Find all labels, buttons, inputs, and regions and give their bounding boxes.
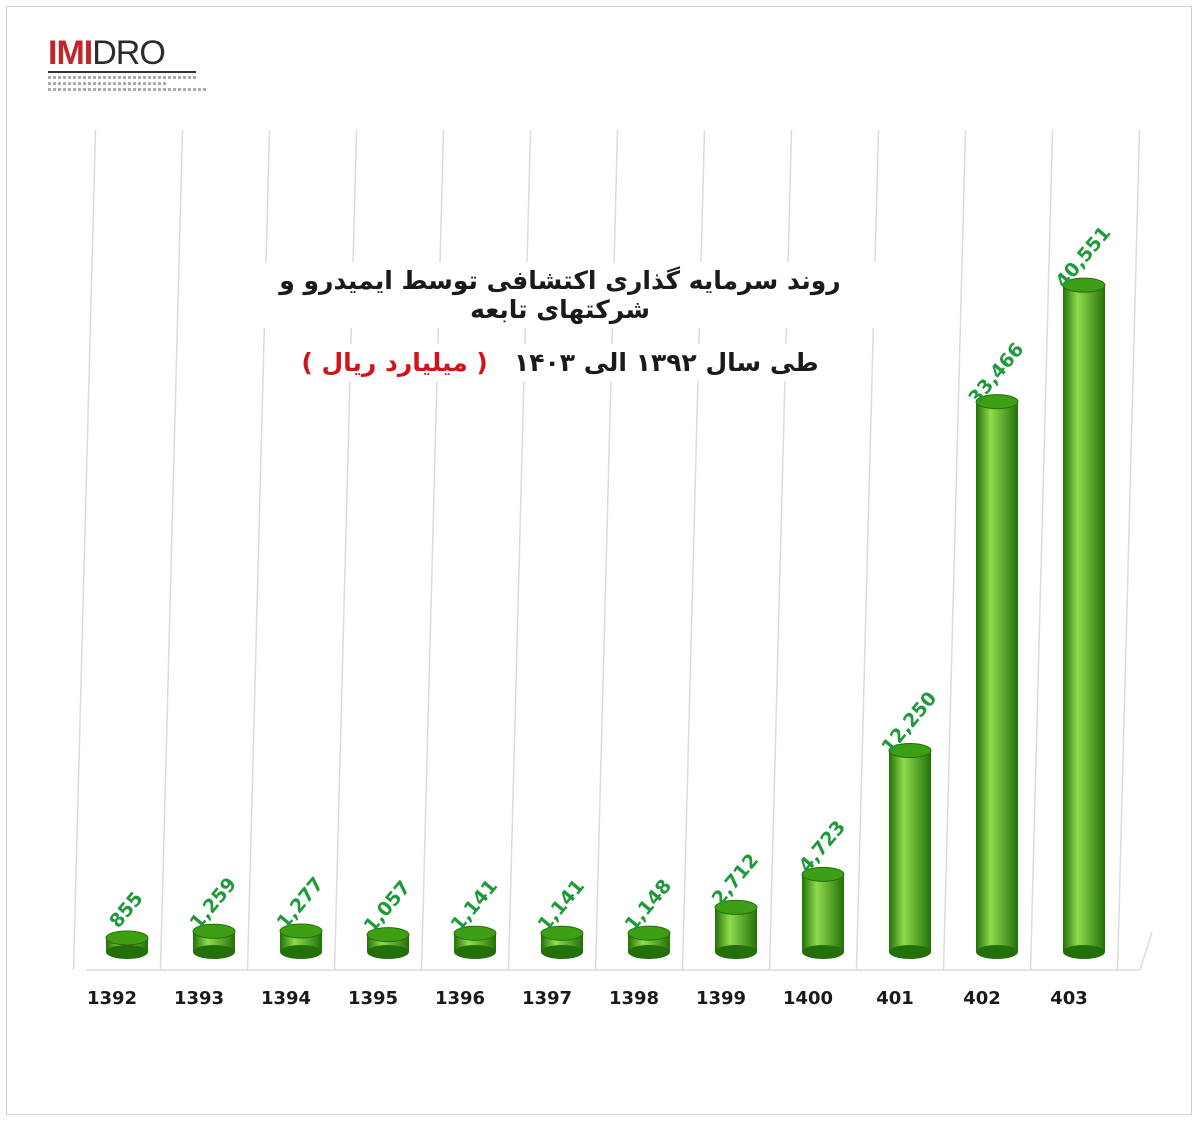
x-tick-label: 1400 xyxy=(783,988,833,1009)
bar-base xyxy=(367,945,409,959)
x-axis-ticks: 1392 1393 1394 1395 1396 1397 1398 1399 1400 401 4… xyxy=(87,988,1088,1009)
chart-subtitle: طی سال ۱۳۹۲ الی ۱۴۰۳ xyxy=(513,348,819,377)
grid-line xyxy=(246,129,271,971)
grid-line xyxy=(72,129,97,971)
grid-line xyxy=(855,129,880,971)
grid-line xyxy=(768,129,793,971)
grid-line xyxy=(1116,129,1141,971)
bar xyxy=(627,925,671,959)
bar-base xyxy=(106,945,148,959)
bar-base xyxy=(280,945,322,959)
x-tick-label: 1393 xyxy=(174,988,224,1009)
value-label: 855 xyxy=(105,888,147,933)
bar xyxy=(714,899,758,959)
bar-base xyxy=(715,945,757,959)
x-tick-label: 1392 xyxy=(87,988,137,1009)
floor-edge xyxy=(1139,931,1153,971)
logo-dro-text: DRO xyxy=(92,34,166,72)
bar-base xyxy=(889,945,931,959)
bar xyxy=(1062,277,1106,959)
bar-body xyxy=(889,750,931,952)
bar-base xyxy=(628,945,670,959)
bar xyxy=(888,743,932,959)
bar-cap xyxy=(453,925,497,941)
bar xyxy=(192,923,236,959)
x-tick-label: 401 xyxy=(876,988,914,1009)
x-tick-label: 403 xyxy=(1050,988,1088,1009)
bar xyxy=(540,925,584,959)
bar-base xyxy=(802,945,844,959)
bar-cap xyxy=(366,927,410,943)
bar xyxy=(279,923,323,959)
chart-bars xyxy=(105,277,1106,959)
grid-line xyxy=(507,129,532,971)
logo-wordmark: IMIDRO xyxy=(48,36,208,70)
bar-cap xyxy=(888,743,932,759)
grid-line xyxy=(942,129,967,971)
chart-subtitle-line: طی سال ۱۳۹۲ الی ۱۴۰۳ ( میلیارد ریال ) xyxy=(291,344,829,381)
bar xyxy=(975,394,1019,959)
bar-cap xyxy=(105,930,149,946)
x-tick-label: 1399 xyxy=(696,988,746,1009)
bar-cap xyxy=(975,394,1019,410)
bar-base xyxy=(1063,945,1105,959)
imidro-logo: IMIDRO xyxy=(48,36,208,106)
bar-cap xyxy=(192,923,236,939)
x-tick-label: 1395 xyxy=(348,988,398,1009)
bar xyxy=(366,927,410,959)
bar-base xyxy=(193,945,235,959)
logo-fine-print xyxy=(48,82,168,85)
grid-line xyxy=(159,129,184,971)
grid-line xyxy=(594,129,619,971)
logo-fine-print xyxy=(48,88,208,91)
chart-title: روند سرمایه گذاری اکتشافی توسط ایمیدرو و… xyxy=(220,262,900,328)
grid-line xyxy=(681,129,706,971)
bar-base xyxy=(541,945,583,959)
bar xyxy=(105,930,149,959)
logo-rule xyxy=(48,71,196,73)
grid-line xyxy=(1029,129,1054,971)
bar-base xyxy=(454,945,496,959)
bar-cap xyxy=(627,925,671,941)
x-tick-label: 402 xyxy=(963,988,1001,1009)
x-tick-label: 1396 xyxy=(435,988,485,1009)
bar-body xyxy=(976,401,1018,952)
logo-imi-text: IMI xyxy=(48,34,93,72)
chart-title-block: روند سرمایه گذاری اکتشافی توسط ایمیدرو و… xyxy=(220,262,900,381)
bar-cap xyxy=(1062,277,1106,293)
grid-line xyxy=(333,129,358,971)
bar xyxy=(453,925,497,959)
bar-cap xyxy=(279,923,323,939)
x-tick-label: 1394 xyxy=(261,988,311,1009)
x-tick-label: 1397 xyxy=(522,988,572,1009)
grid-line xyxy=(420,129,445,971)
bar xyxy=(801,866,845,959)
bar-body xyxy=(802,874,844,952)
bar-base xyxy=(976,945,1018,959)
chart-unit: ( میلیارد ریال ) xyxy=(301,348,488,377)
bar-body xyxy=(1063,285,1105,952)
x-tick-label: 1398 xyxy=(609,988,659,1009)
bar-cap xyxy=(714,899,758,915)
bar-cap xyxy=(801,866,845,882)
logo-fine-print xyxy=(48,76,198,79)
bar-cap xyxy=(540,925,584,941)
